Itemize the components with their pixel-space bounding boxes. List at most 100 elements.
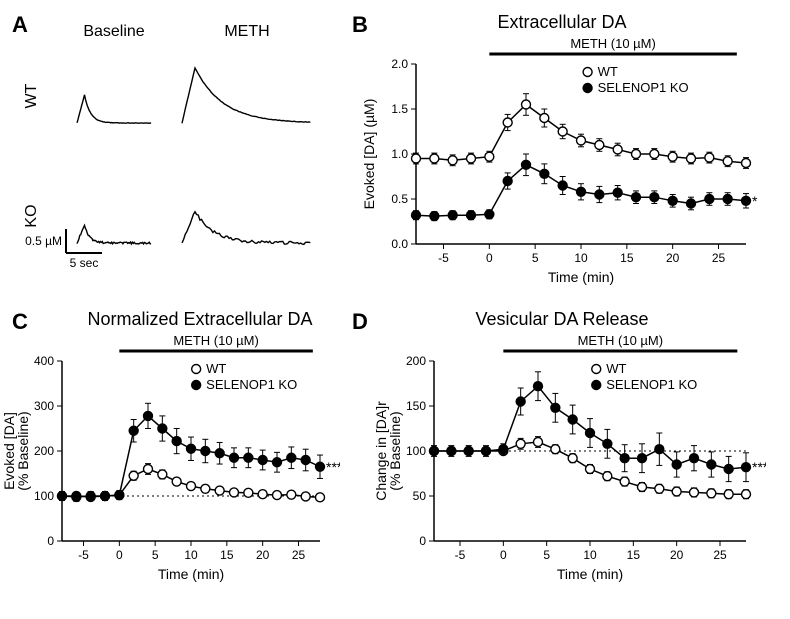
ytick: 2.0: [391, 57, 408, 71]
panel-a-traces: BaselineMETHWTKO0.5 µM5 sec: [22, 18, 322, 288]
ytick: 0: [47, 534, 54, 548]
data-point: [316, 493, 325, 502]
panel-a: A BaselineMETHWTKO0.5 µM5 sec: [12, 12, 332, 297]
data-point: [742, 463, 751, 472]
row-label-wt: WT: [23, 83, 40, 108]
data-point: [690, 454, 699, 463]
data-point: [540, 169, 549, 178]
data-point: [724, 465, 733, 474]
ytick: 50: [413, 489, 427, 503]
data-point: [516, 439, 525, 448]
data-point: [724, 490, 733, 499]
legend-label: WT: [206, 361, 226, 376]
legend-marker: [583, 68, 592, 77]
data-point: [129, 426, 138, 435]
data-point: [672, 460, 681, 469]
data-point: [129, 471, 138, 480]
data-point: [447, 447, 456, 456]
data-point: [707, 489, 716, 498]
data-point: [301, 456, 310, 465]
data-point: [172, 437, 181, 446]
row-label-ko: KO: [23, 204, 40, 227]
data-point: [482, 447, 491, 456]
col-label-meth: METH: [224, 23, 269, 40]
data-point: [516, 397, 525, 406]
data-point: [551, 403, 560, 412]
treatment-bar-label: METH (10 µM): [578, 333, 664, 348]
data-point: [568, 454, 577, 463]
xtick: 5: [532, 251, 539, 265]
xtick: 20: [670, 548, 684, 562]
data-point: [595, 141, 604, 150]
data-point: [522, 160, 531, 169]
chart-panelB: 0.00.51.01.52.0-50510152025Evoked [DA] (…: [356, 22, 766, 292]
panel-d: D Vesicular DA Release 050100150200-5051…: [352, 309, 772, 594]
scale-h-label: 5 sec: [70, 256, 99, 270]
data-point: [690, 488, 699, 497]
ytick: 0: [419, 534, 426, 548]
xtick: 15: [220, 548, 234, 562]
legend-marker: [592, 365, 601, 374]
ytick: 400: [34, 354, 54, 368]
data-point: [540, 114, 549, 123]
data-point: [655, 484, 664, 493]
data-point: [273, 491, 282, 500]
ytick: 150: [406, 399, 426, 413]
ytick: 100: [406, 444, 426, 458]
xtick: 5: [152, 548, 159, 562]
data-point: [72, 492, 81, 501]
data-point: [301, 492, 310, 501]
data-point: [215, 486, 224, 495]
legend-label: WT: [606, 361, 626, 376]
data-point: [485, 152, 494, 161]
data-point: [707, 460, 716, 469]
ytick: 0.5: [391, 192, 408, 206]
data-point: [723, 157, 732, 166]
ytick: 0.0: [391, 237, 408, 251]
ylabel: (% Baseline): [387, 411, 403, 490]
data-point: [115, 491, 124, 500]
data-point: [655, 445, 664, 454]
data-point: [187, 482, 196, 491]
xtick: 25: [292, 548, 306, 562]
xtick: 15: [620, 251, 634, 265]
data-point: [86, 492, 95, 501]
data-point: [705, 195, 714, 204]
data-point: [613, 188, 622, 197]
ytick: 100: [34, 489, 54, 503]
data-point: [467, 211, 476, 220]
data-point: [430, 447, 439, 456]
data-point: [534, 438, 543, 447]
data-point: [558, 181, 567, 190]
data-point: [144, 411, 153, 420]
significance-marker: ***: [752, 459, 766, 475]
xtick: 10: [583, 548, 597, 562]
data-point: [632, 193, 641, 202]
panel-b: B Extracellular DA 0.00.51.01.52.0-50510…: [352, 12, 772, 297]
treatment-bar-label: METH (10 µM): [570, 36, 656, 51]
ytick: 1.0: [391, 147, 408, 161]
data-point: [522, 100, 531, 109]
data-point: [430, 154, 439, 163]
data-point: [144, 465, 153, 474]
data-point: [244, 488, 253, 497]
xlabel: Time (min): [158, 566, 224, 582]
treatment-bar-label: METH (10 µM): [173, 333, 259, 348]
legend-label: SELENOP1 KO: [598, 80, 689, 95]
xtick: 0: [500, 548, 507, 562]
data-point: [485, 210, 494, 219]
legend-label: WT: [598, 64, 618, 79]
data-point: [558, 127, 567, 136]
ytick: 300: [34, 399, 54, 413]
data-point: [448, 156, 457, 165]
data-point: [638, 483, 647, 492]
xtick: 15: [627, 548, 641, 562]
data-point: [499, 445, 508, 454]
data-point: [638, 454, 647, 463]
data-point: [244, 453, 253, 462]
legend-marker: [192, 365, 201, 374]
data-point: [412, 211, 421, 220]
xtick: 10: [574, 251, 588, 265]
data-point: [577, 136, 586, 145]
data-point: [650, 150, 659, 159]
